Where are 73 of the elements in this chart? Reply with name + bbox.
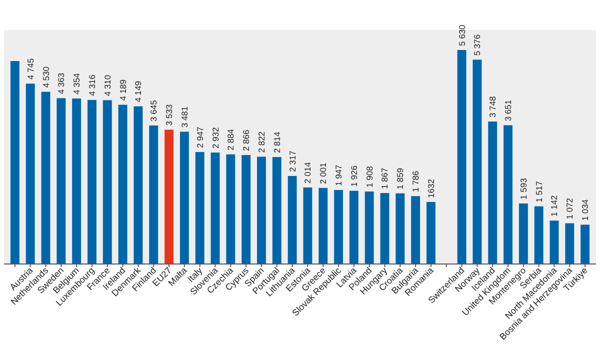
bar — [334, 190, 343, 264]
data-label: 4 189 — [118, 79, 128, 101]
data-label: 4 354 — [72, 72, 82, 94]
data-label: 1 859 — [395, 168, 406, 190]
data-label: 1 947 — [334, 164, 344, 186]
data-label: 1 072 — [564, 198, 575, 220]
bar — [457, 50, 466, 264]
bar — [488, 122, 498, 264]
data-label: 4 149 — [133, 80, 144, 102]
bar — [396, 193, 405, 264]
data-label: 2 317 — [287, 150, 298, 172]
data-label: 3 481 — [179, 106, 190, 128]
data-label: 2 947 — [194, 126, 205, 148]
bar — [349, 190, 358, 264]
bar — [10, 61, 20, 264]
data-label: 5 630 — [456, 24, 467, 46]
bar — [426, 202, 436, 264]
data-label: 4 363 — [56, 72, 66, 94]
data-label: 2 866 — [241, 130, 252, 152]
bar — [134, 106, 143, 264]
data-label: 1 786 — [410, 170, 421, 192]
bar — [364, 191, 374, 264]
data-label: 4 310 — [102, 74, 112, 96]
bar — [534, 206, 544, 264]
data-label: 4 316 — [86, 74, 97, 96]
bar — [102, 100, 112, 264]
bar — [226, 154, 236, 264]
bar — [180, 132, 189, 264]
data-label: 3 533 — [164, 104, 174, 126]
bar — [472, 60, 482, 264]
data-label: 3 651 — [503, 100, 514, 122]
bar — [565, 223, 574, 264]
bar — [72, 98, 82, 264]
data-label: 4 530 — [40, 66, 51, 88]
bar — [550, 220, 559, 264]
bar — [411, 196, 420, 264]
data-label: 1 926 — [348, 165, 359, 187]
bar — [504, 125, 512, 264]
bar — [242, 155, 251, 264]
data-label: 2 014 — [302, 162, 313, 184]
data-label: 1 142 — [549, 195, 560, 217]
data-label: 5 376 — [472, 34, 482, 56]
bar — [56, 98, 66, 264]
data-label: 2 884 — [226, 128, 236, 150]
data-label: 3 645 — [148, 100, 159, 122]
bar — [288, 176, 297, 264]
bar — [380, 193, 390, 264]
data-label: 1 517 — [534, 180, 544, 202]
bar — [88, 100, 96, 264]
data-label: 1 908 — [364, 166, 374, 188]
bar — [195, 152, 204, 264]
bar — [210, 152, 220, 264]
data-label: 2 814 — [272, 131, 282, 154]
bar — [26, 84, 35, 264]
data-label: 4 745 — [25, 58, 36, 80]
bar — [580, 224, 590, 264]
bar — [518, 203, 528, 264]
bar — [272, 157, 282, 264]
bar — [164, 130, 174, 264]
bar — [257, 156, 266, 264]
data-label: 1 034 — [580, 199, 590, 221]
bar — [318, 188, 328, 264]
bar — [303, 187, 312, 264]
data-label: 2 932 — [210, 127, 220, 149]
data-label: 2 822 — [256, 131, 266, 153]
data-label: 2 001 — [318, 162, 328, 184]
bar — [149, 125, 158, 264]
data-label: 1632 — [426, 178, 436, 198]
bar — [118, 104, 128, 264]
bar — [41, 92, 50, 264]
data-label: 3 748 — [488, 96, 498, 118]
data-label: 1 593 — [518, 178, 528, 200]
data-label: 1 867 — [380, 167, 390, 190]
